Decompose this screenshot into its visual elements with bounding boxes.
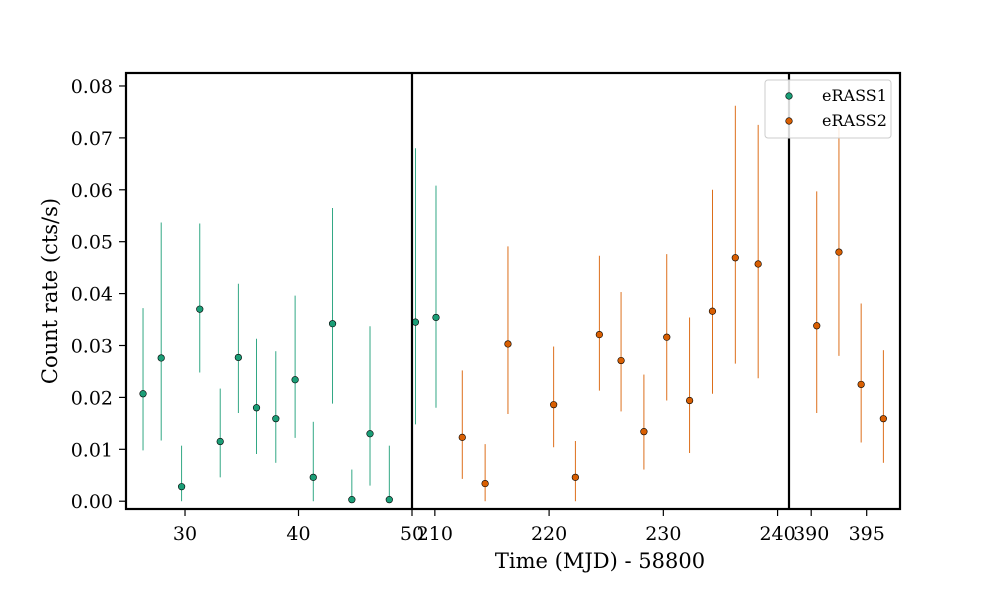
data-point	[879, 415, 887, 423]
data-point	[178, 483, 186, 491]
data-point	[328, 320, 337, 328]
data-point	[157, 354, 165, 362]
data-point	[617, 356, 625, 365]
x-tick-label: 210	[417, 523, 453, 545]
data-point	[252, 404, 261, 412]
data-point	[234, 353, 242, 362]
data-point	[640, 428, 648, 436]
legend-box	[764, 79, 892, 139]
y-tick-label: 0.08	[71, 76, 113, 98]
data-point	[835, 248, 843, 256]
data-point	[857, 380, 865, 389]
data-point	[504, 340, 512, 348]
data-point	[754, 260, 762, 268]
y-tick-label: 0.06	[71, 180, 113, 202]
data-point	[432, 313, 440, 322]
data-point	[550, 401, 558, 409]
data-point	[196, 305, 204, 313]
data-point	[272, 415, 280, 423]
y-tick-label: 0.01	[71, 439, 113, 461]
x-tick-label: 40	[286, 523, 310, 545]
y-tick-label: 0.04	[71, 284, 113, 306]
data-point	[813, 322, 821, 330]
data-point	[708, 307, 717, 315]
y-tick-label: 0.00	[71, 491, 113, 513]
plot-area	[139, 105, 887, 504]
x-tick-label: 30	[173, 523, 197, 545]
data-point	[731, 254, 739, 262]
data-point	[366, 430, 374, 438]
data-point	[595, 331, 603, 339]
data-point	[686, 396, 694, 405]
data-point	[663, 333, 671, 341]
y-tick-label: 0.02	[71, 387, 113, 409]
data-point	[216, 437, 224, 446]
axes-layer: 0.00 0.01 0.02 0.03 0.04 0.05 0.06 0.07 0.08 30 40…	[71, 71, 902, 545]
data-point	[385, 496, 393, 504]
legend-label: eRASS2	[822, 111, 887, 130]
data-point	[139, 390, 147, 398]
legend-marker	[785, 117, 793, 125]
plot-frame	[124, 71, 902, 511]
legend: eRASS1 eRASS2	[764, 79, 892, 139]
x-tick-label: 50	[400, 523, 424, 545]
data-point	[348, 496, 356, 504]
data-point	[309, 473, 317, 481]
x-axis-label: Time (MJD) - 58800	[495, 549, 705, 573]
data-point	[458, 433, 466, 441]
data-point	[291, 376, 299, 384]
x-tick-label: 230	[645, 523, 681, 545]
data-point	[411, 318, 420, 326]
y-axis-label: Count rate (cts/s)	[38, 198, 62, 384]
y-tick-label: 0.03	[71, 336, 113, 358]
y-tick-label: 0.05	[71, 232, 113, 254]
x-tick-label: 390	[793, 523, 829, 545]
x-tick-label: 395	[849, 523, 885, 545]
x-tick-label: 220	[531, 523, 567, 545]
x-tick-label: 240	[759, 523, 795, 545]
data-point	[571, 473, 579, 481]
data-point	[481, 479, 489, 488]
legend-label: eRASS1	[822, 86, 887, 105]
y-tick-label: 0.07	[71, 128, 113, 150]
legend-marker	[785, 92, 793, 100]
